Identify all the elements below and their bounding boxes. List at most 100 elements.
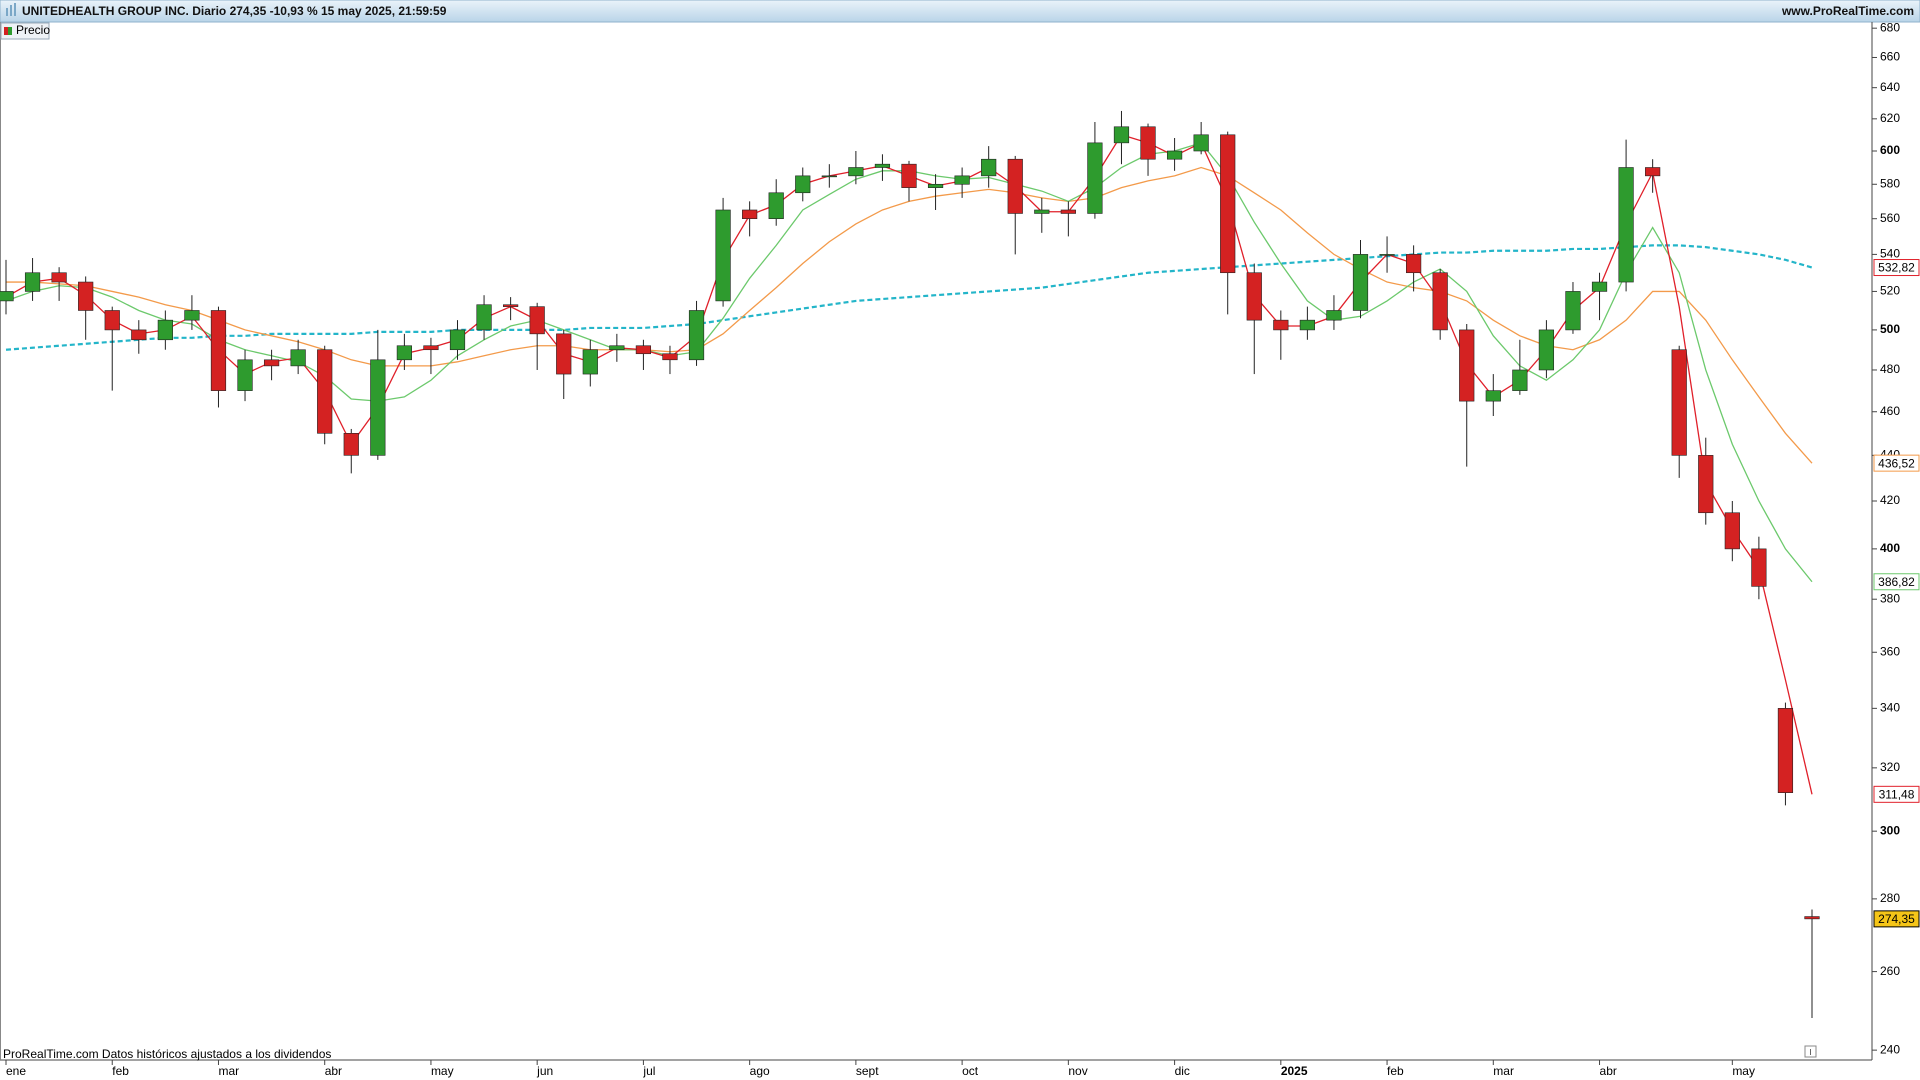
candle-body [1113, 126, 1130, 144]
y-tick-label: 640 [1880, 80, 1900, 94]
y-tick-label: 420 [1880, 493, 1900, 507]
y-tick-label: 460 [1880, 404, 1900, 418]
price-label: 436,52 [1878, 456, 1915, 470]
y-tick-label: 620 [1880, 111, 1900, 125]
candle-body [1299, 319, 1315, 331]
candles [0, 110, 1820, 1018]
candle-body [1166, 150, 1183, 160]
y-tick-label: 360 [1880, 644, 1900, 658]
y-tick-label: 320 [1880, 760, 1900, 774]
y-tick-label: 480 [1880, 362, 1900, 376]
x-tick-label: may [1732, 1064, 1755, 1078]
y-tick-label: 500 [1880, 322, 1900, 336]
candle-body [821, 175, 837, 178]
y-tick-label: 300 [1880, 823, 1900, 837]
candle-body [237, 359, 253, 391]
chart-title: UNITEDHEALTH GROUP INC. Diario 274,35 -1… [22, 4, 447, 18]
y-tick-label: 660 [1880, 50, 1900, 64]
price-label: 274,35 [1878, 912, 1915, 926]
y-tick-label: 280 [1880, 891, 1900, 905]
y-tick-label: 680 [1880, 20, 1900, 34]
candle-body [1007, 158, 1023, 214]
x-tick-label: feb [1387, 1064, 1404, 1078]
candle-body [1034, 209, 1050, 214]
legend[interactable]: Precio [0, 22, 50, 40]
price-label-box [1873, 573, 1920, 591]
candle-body [795, 175, 811, 194]
candle-body [1591, 281, 1608, 292]
candle-body [715, 209, 731, 302]
candle-body [556, 333, 572, 375]
x-tick-label: mar [218, 1064, 239, 1078]
candle-body [1352, 254, 1369, 311]
source-url[interactable]: www.ProRealTime.com [1781, 4, 1914, 18]
candle-body [688, 310, 705, 361]
candle-body [0, 291, 14, 302]
y-tick-label: 540 [1880, 247, 1900, 261]
price-label-box [1873, 910, 1920, 928]
info-icon[interactable] [1804, 1045, 1817, 1058]
candle-body [1777, 708, 1794, 793]
x-tick-label: sept [856, 1064, 879, 1078]
candle-body [1645, 167, 1661, 177]
x-tick-label: feb [112, 1064, 129, 1078]
candle-body [1140, 126, 1156, 160]
x-tick-label: jul [642, 1064, 655, 1078]
candle-body [954, 175, 970, 185]
candle-body [1698, 455, 1714, 514]
legend-icon-down [4, 27, 8, 35]
candle-body [1246, 272, 1262, 321]
candle-body [1512, 369, 1528, 391]
candle-body [742, 209, 758, 220]
candle-body [1671, 349, 1687, 456]
x-tick-label: abr [325, 1064, 342, 1078]
y-tick-label: 260 [1880, 964, 1900, 978]
y-tick-label: 340 [1880, 701, 1900, 715]
moving-average-line [5, 134, 1813, 795]
candle-body [1618, 167, 1634, 283]
x-tick-label: 2025 [1281, 1064, 1308, 1078]
legend-label[interactable]: Precio [16, 23, 50, 37]
moving-average-line [6, 166, 1813, 464]
candle-body [901, 163, 917, 188]
candle-body [874, 163, 891, 168]
candle-body [396, 345, 412, 361]
header-bar [0, 0, 1920, 23]
candle-body [981, 158, 997, 177]
candle-body [104, 310, 120, 331]
candle-body [1060, 209, 1076, 214]
candle-body [423, 345, 439, 351]
candle-body [343, 433, 359, 456]
candle-body [157, 319, 173, 341]
price-label-box [1873, 785, 1920, 803]
candle-body [317, 349, 333, 434]
legend-icon-up [8, 27, 12, 35]
legend-box[interactable] [0, 22, 50, 40]
y-tick-label: 240 [1880, 1042, 1900, 1056]
candle-body [290, 349, 306, 367]
candle-body [1485, 390, 1501, 402]
y-tick-label: 580 [1880, 176, 1900, 190]
candle-body [476, 304, 492, 331]
moving-average-line [5, 244, 1813, 351]
candle-body [848, 167, 864, 177]
y-tick-label: 520 [1880, 284, 1900, 298]
y-tick-label: 400 [1880, 541, 1900, 555]
price-label-box [1873, 259, 1920, 277]
price-label: 532,82 [1878, 261, 1915, 275]
candle-body [1538, 329, 1555, 371]
candle-body [609, 345, 625, 351]
candle-body [1326, 310, 1342, 321]
x-tick-label: dic [1175, 1064, 1190, 1078]
candle-body [24, 272, 41, 292]
candle-body [1273, 319, 1289, 331]
candle-body [635, 345, 652, 355]
candle-body [210, 310, 227, 391]
candle-body [1406, 254, 1422, 274]
candle-body [927, 183, 944, 188]
app-icon [6, 3, 16, 16]
x-tick-label: nov [1068, 1064, 1087, 1078]
y-tick-label: 600 [1880, 143, 1900, 157]
candle-body [51, 272, 67, 283]
